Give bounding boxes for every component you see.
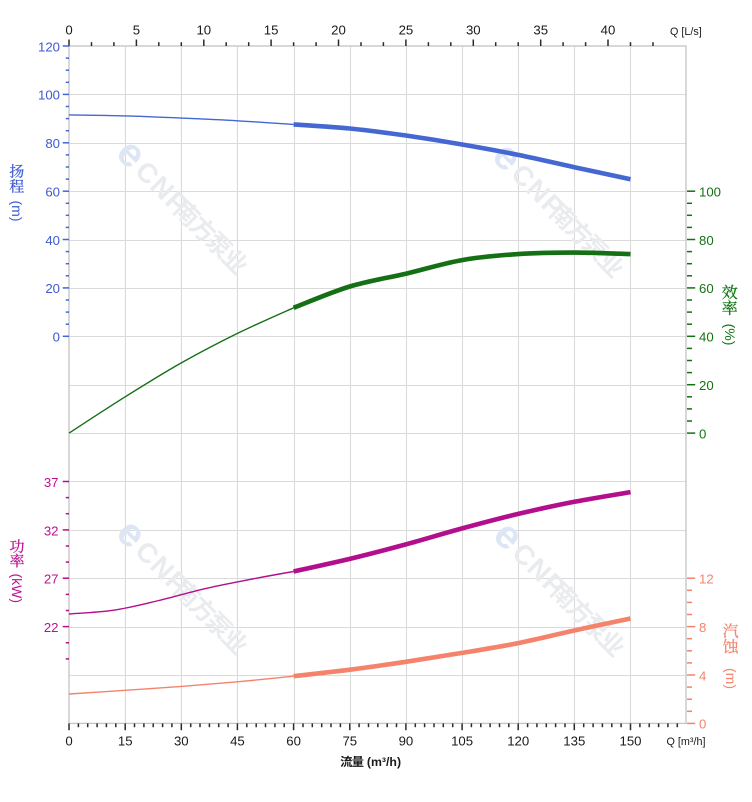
svg-text:30: 30 xyxy=(174,733,189,748)
svg-text:5: 5 xyxy=(133,22,140,37)
svg-text:(%): (%) xyxy=(722,324,738,346)
svg-text:4: 4 xyxy=(699,668,706,683)
svg-text:Q [L/s]: Q [L/s] xyxy=(670,26,702,38)
svg-text:40: 40 xyxy=(601,22,616,37)
svg-text:100: 100 xyxy=(699,185,721,200)
svg-text:60: 60 xyxy=(286,733,301,748)
svg-text:0: 0 xyxy=(65,22,72,37)
svg-text:8: 8 xyxy=(699,620,706,635)
svg-text:35: 35 xyxy=(533,22,548,37)
svg-text:60: 60 xyxy=(45,185,60,200)
svg-text:80: 80 xyxy=(699,233,714,248)
svg-text:0: 0 xyxy=(53,330,60,345)
svg-text:Q [m³/h]: Q [m³/h] xyxy=(667,736,706,748)
svg-text:(m): (m) xyxy=(9,201,25,222)
svg-text:15: 15 xyxy=(118,733,133,748)
svg-text:30: 30 xyxy=(466,22,481,37)
svg-text:75: 75 xyxy=(342,733,357,748)
svg-text:37: 37 xyxy=(44,475,59,490)
svg-text:0: 0 xyxy=(699,717,706,732)
svg-text:40: 40 xyxy=(699,330,714,345)
svg-text:60: 60 xyxy=(699,281,714,296)
svg-text:100: 100 xyxy=(38,88,60,103)
svg-text:27: 27 xyxy=(44,572,59,587)
svg-text:105: 105 xyxy=(451,733,473,748)
svg-text:40: 40 xyxy=(45,233,60,248)
svg-text:135: 135 xyxy=(563,733,585,748)
svg-text:80: 80 xyxy=(45,136,60,151)
svg-text:120: 120 xyxy=(507,733,529,748)
svg-text:12: 12 xyxy=(699,572,714,587)
svg-text:(kW): (kW) xyxy=(9,574,25,604)
svg-text:0: 0 xyxy=(699,426,706,441)
svg-text:15: 15 xyxy=(264,22,279,37)
svg-text:(m): (m) xyxy=(723,668,739,689)
svg-text:(m³/h): (m³/h) xyxy=(367,755,401,769)
svg-text:22: 22 xyxy=(44,620,59,635)
svg-text:45: 45 xyxy=(230,733,245,748)
svg-text:32: 32 xyxy=(44,523,59,538)
svg-text:0: 0 xyxy=(65,733,72,748)
svg-text:20: 20 xyxy=(45,281,60,296)
svg-text:20: 20 xyxy=(699,378,714,393)
svg-text:150: 150 xyxy=(619,733,641,748)
svg-text:120: 120 xyxy=(38,39,60,54)
svg-text:10: 10 xyxy=(196,22,211,37)
svg-text:20: 20 xyxy=(331,22,346,37)
svg-text:25: 25 xyxy=(399,22,414,37)
svg-text:90: 90 xyxy=(399,733,414,748)
